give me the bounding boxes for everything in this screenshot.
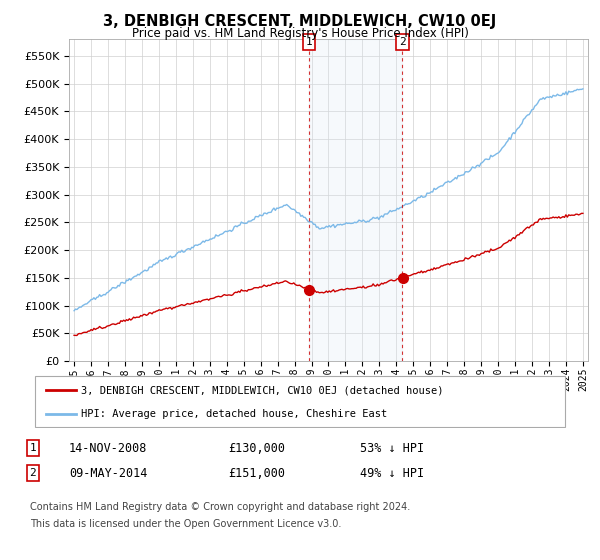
Text: 14-NOV-2008: 14-NOV-2008	[69, 441, 148, 455]
Text: 49% ↓ HPI: 49% ↓ HPI	[360, 466, 424, 480]
Text: £151,000: £151,000	[228, 466, 285, 480]
Text: 09-MAY-2014: 09-MAY-2014	[69, 466, 148, 480]
Text: 1: 1	[29, 443, 37, 453]
Text: Contains HM Land Registry data © Crown copyright and database right 2024.: Contains HM Land Registry data © Crown c…	[30, 502, 410, 512]
FancyBboxPatch shape	[35, 376, 565, 427]
Text: This data is licensed under the Open Government Licence v3.0.: This data is licensed under the Open Gov…	[30, 519, 341, 529]
Bar	[310, 39, 403, 361]
Text: 1: 1	[306, 37, 313, 47]
Text: 2: 2	[399, 37, 406, 47]
Text: HPI: Average price, detached house, Cheshire East: HPI: Average price, detached house, Ches…	[82, 408, 388, 418]
Text: Price paid vs. HM Land Registry's House Price Index (HPI): Price paid vs. HM Land Registry's House …	[131, 27, 469, 40]
Text: £130,000: £130,000	[228, 441, 285, 455]
Text: 3, DENBIGH CRESCENT, MIDDLEWICH, CW10 0EJ (detached house): 3, DENBIGH CRESCENT, MIDDLEWICH, CW10 0E…	[82, 385, 444, 395]
Text: 3, DENBIGH CRESCENT, MIDDLEWICH, CW10 0EJ: 3, DENBIGH CRESCENT, MIDDLEWICH, CW10 0E…	[103, 14, 497, 29]
Text: 2: 2	[29, 468, 37, 478]
Text: 53% ↓ HPI: 53% ↓ HPI	[360, 441, 424, 455]
